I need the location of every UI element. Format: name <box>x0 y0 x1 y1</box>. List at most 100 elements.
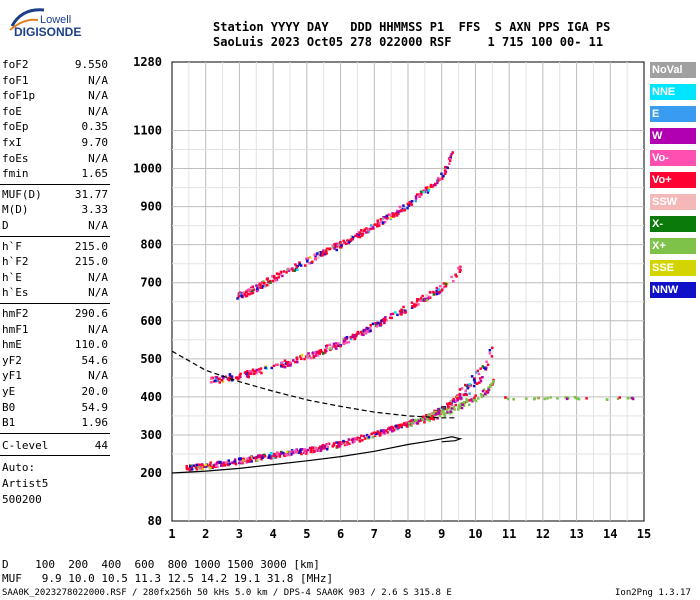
echo-point <box>382 317 385 321</box>
echo-point <box>295 358 299 361</box>
echo-point <box>490 382 493 386</box>
echo-point <box>414 195 418 198</box>
echo-point <box>340 244 343 247</box>
echo-point <box>240 460 243 463</box>
echo-point <box>414 419 418 422</box>
echo-point <box>314 256 317 260</box>
echo-point <box>448 411 451 414</box>
echo-point <box>228 373 232 376</box>
echo-point <box>384 316 387 319</box>
echo-point <box>216 379 219 382</box>
x-tick-label: 2 <box>202 527 209 541</box>
x-tick-label: 7 <box>371 527 378 541</box>
echo-point <box>342 439 345 443</box>
echo-point <box>477 397 480 400</box>
echo-point <box>348 442 351 446</box>
echo-point <box>358 440 362 443</box>
echo-point <box>305 451 308 454</box>
echo-point <box>319 253 322 257</box>
echo-point <box>417 298 420 301</box>
x-tick-label: 10 <box>468 527 482 541</box>
echo-point <box>427 189 431 192</box>
echo-point <box>391 430 394 433</box>
echo-point <box>359 229 363 232</box>
echo-point <box>290 449 294 452</box>
echo-point <box>333 247 336 250</box>
echo-point <box>448 162 451 165</box>
echo-point <box>489 385 492 389</box>
param-label: hmE <box>2 338 22 352</box>
param-row-yf2: yF2 54.6 <box>2 354 108 368</box>
echo-point <box>428 296 432 299</box>
echo-point <box>398 310 402 313</box>
legend-item-nne: NNE <box>650 84 696 100</box>
echo-point <box>388 427 392 430</box>
echo-point <box>460 387 464 390</box>
echo-point <box>278 455 282 458</box>
echo-point <box>359 330 363 334</box>
autoscaling-line: 500200 <box>2 493 108 507</box>
echo-point <box>285 450 289 454</box>
echo-point <box>198 463 201 467</box>
param-label: yF1 <box>2 369 22 383</box>
echo-point <box>241 293 245 297</box>
echo-point <box>230 375 234 378</box>
echo-point <box>357 235 360 239</box>
echo-point <box>472 398 475 402</box>
echo-point <box>365 433 369 437</box>
echo-point <box>255 368 258 372</box>
legend-item-vo: Vo+ <box>650 172 696 188</box>
echo-point <box>479 393 483 396</box>
echo-point <box>402 309 406 312</box>
echo-point <box>451 151 454 154</box>
echo-point <box>404 309 407 313</box>
echo-point <box>482 388 486 391</box>
param-row-b1: B1 1.96 <box>2 416 108 430</box>
echo-point <box>267 280 270 283</box>
echo-point <box>404 421 408 424</box>
echo-point <box>252 456 256 460</box>
echo-point <box>223 464 226 467</box>
echo-point <box>325 344 329 347</box>
echo-point <box>380 220 383 223</box>
echo-point <box>448 157 452 161</box>
echo-point <box>334 441 338 444</box>
echo-point <box>362 434 366 438</box>
echo-point <box>204 463 208 467</box>
echo-point <box>294 449 297 452</box>
echo-point <box>199 467 202 470</box>
echo-point <box>379 218 383 221</box>
echo-point <box>458 270 462 273</box>
echo-point <box>380 319 384 322</box>
echo-point <box>273 452 276 456</box>
panel-separator <box>0 235 110 237</box>
echo-point <box>465 384 468 387</box>
echo-point <box>565 396 568 399</box>
echo-point <box>256 286 259 289</box>
echo-point <box>456 398 459 402</box>
echo-point <box>473 381 477 384</box>
echo-point <box>367 436 371 439</box>
echo-point <box>394 426 397 430</box>
param-row-fof2: foF2 9.550 <box>2 58 108 72</box>
echo-point <box>295 451 298 454</box>
y-tick-label: 600 <box>140 314 162 328</box>
echo-point <box>407 204 411 207</box>
echo-point <box>512 398 515 401</box>
echo-point <box>237 292 241 295</box>
echo-point <box>629 396 632 400</box>
echo-point <box>344 336 347 340</box>
echo-point <box>294 268 298 271</box>
echo-point <box>314 446 318 450</box>
echo-point <box>449 155 452 158</box>
echo-point <box>386 431 389 434</box>
echo-point <box>335 445 339 448</box>
y-tick-label: 900 <box>140 200 162 214</box>
echo-point <box>268 454 271 457</box>
echo-point <box>467 403 471 407</box>
echo-point <box>423 418 427 421</box>
x-tick-label: 9 <box>438 527 445 541</box>
echo-point <box>376 221 380 224</box>
logo-swoosh-icon <box>9 8 45 31</box>
echo-point <box>383 320 386 323</box>
